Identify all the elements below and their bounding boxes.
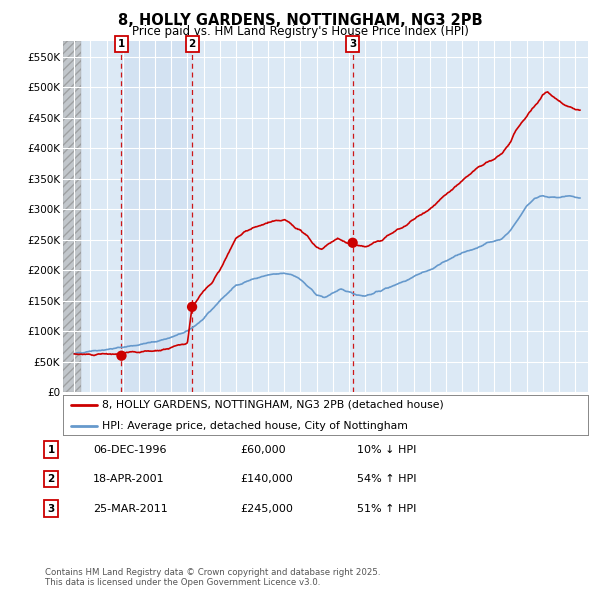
Point xyxy=(348,238,358,247)
Text: 3: 3 xyxy=(349,40,356,50)
Text: 18-APR-2001: 18-APR-2001 xyxy=(93,474,164,484)
Text: 2: 2 xyxy=(188,40,196,50)
Text: 06-DEC-1996: 06-DEC-1996 xyxy=(93,445,167,454)
Text: 10% ↓ HPI: 10% ↓ HPI xyxy=(357,445,416,454)
Text: £245,000: £245,000 xyxy=(240,504,293,513)
Point xyxy=(116,351,126,360)
Bar xyxy=(121,41,192,392)
Point xyxy=(187,302,197,312)
Text: £140,000: £140,000 xyxy=(240,474,293,484)
Text: 3: 3 xyxy=(47,504,55,513)
Text: Contains HM Land Registry data © Crown copyright and database right 2025.
This d: Contains HM Land Registry data © Crown c… xyxy=(45,568,380,587)
Text: 51% ↑ HPI: 51% ↑ HPI xyxy=(357,504,416,513)
Text: 2: 2 xyxy=(47,474,55,484)
Text: 54% ↑ HPI: 54% ↑ HPI xyxy=(357,474,416,484)
Text: 1: 1 xyxy=(118,40,125,50)
Text: 8, HOLLY GARDENS, NOTTINGHAM, NG3 2PB (detached house): 8, HOLLY GARDENS, NOTTINGHAM, NG3 2PB (d… xyxy=(103,399,444,409)
Text: HPI: Average price, detached house, City of Nottingham: HPI: Average price, detached house, City… xyxy=(103,421,408,431)
Bar xyxy=(63,41,81,392)
Text: 25-MAR-2011: 25-MAR-2011 xyxy=(93,504,168,513)
Text: 1: 1 xyxy=(47,445,55,454)
Text: 8, HOLLY GARDENS, NOTTINGHAM, NG3 2PB: 8, HOLLY GARDENS, NOTTINGHAM, NG3 2PB xyxy=(118,13,482,28)
Text: Price paid vs. HM Land Registry's House Price Index (HPI): Price paid vs. HM Land Registry's House … xyxy=(131,25,469,38)
Text: £60,000: £60,000 xyxy=(240,445,286,454)
